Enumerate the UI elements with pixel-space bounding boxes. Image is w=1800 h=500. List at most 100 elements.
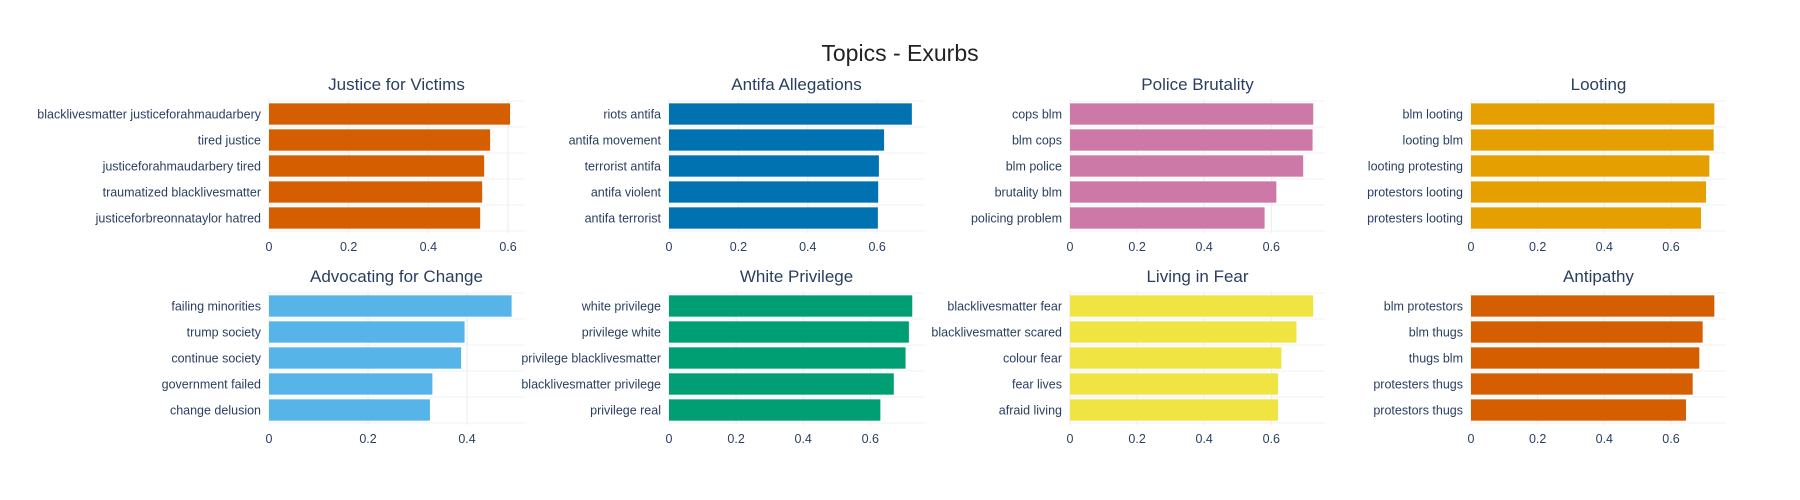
- x-tick-label: 0.4: [1596, 240, 1613, 254]
- x-tick-label: 0: [666, 240, 673, 254]
- bar[interactable]: [1471, 347, 1700, 369]
- bar[interactable]: [1471, 373, 1693, 395]
- x-tick-label: 0.6: [499, 240, 516, 254]
- x-tick-label: 0: [1468, 432, 1475, 446]
- x-tick-label: 0.2: [1128, 432, 1145, 446]
- bar[interactable]: [1070, 347, 1282, 369]
- bar[interactable]: [669, 321, 909, 343]
- subplot-title: Antipathy: [1563, 267, 1634, 286]
- bar[interactable]: [669, 399, 881, 421]
- bar[interactable]: [669, 347, 906, 369]
- subplot-7: Living in Fear blacklivesmatter fear black…: [931, 267, 1325, 446]
- bar[interactable]: [1070, 373, 1279, 395]
- category-label: blacklivesmatter privilege: [521, 378, 661, 392]
- bar[interactable]: [1471, 155, 1710, 177]
- category-label: privilege blacklivesmatter: [521, 352, 661, 366]
- bar[interactable]: [1070, 207, 1265, 229]
- bar[interactable]: [269, 103, 511, 125]
- category-label: white privilege: [581, 300, 661, 314]
- category-label: government failed: [162, 378, 261, 392]
- bar[interactable]: [269, 181, 483, 203]
- category-label: blm police: [1006, 160, 1062, 174]
- bar[interactable]: [1070, 295, 1314, 317]
- bar[interactable]: [1070, 399, 1279, 421]
- x-tick-label: 0.2: [730, 240, 747, 254]
- category-label: blm protestors: [1384, 300, 1463, 314]
- bar[interactable]: [1471, 181, 1706, 203]
- subplot-title: Justice for Victims: [328, 75, 465, 94]
- category-label: protestors looting: [1367, 186, 1463, 200]
- category-label: terrorist antifa: [585, 160, 661, 174]
- subplot-1: Justice for Victims blacklivesmatter just…: [37, 75, 524, 254]
- x-tick-label: 0.4: [420, 240, 437, 254]
- x-tick-label: 0: [266, 432, 273, 446]
- category-label: blm cops: [1012, 134, 1062, 148]
- bar[interactable]: [269, 129, 491, 151]
- category-label: riots antifa: [603, 108, 661, 122]
- bar[interactable]: [269, 399, 430, 421]
- bar[interactable]: [1070, 321, 1297, 343]
- x-tick-label: 0.2: [359, 432, 376, 446]
- bar[interactable]: [1471, 103, 1715, 125]
- x-tick-label: 0.6: [868, 240, 885, 254]
- subplot-title: Police Brutality: [1141, 75, 1254, 94]
- bar[interactable]: [1070, 103, 1314, 125]
- bar[interactable]: [1471, 207, 1701, 229]
- x-tick-label: 0.2: [340, 240, 357, 254]
- bar[interactable]: [1070, 155, 1304, 177]
- category-label: privilege white: [582, 326, 661, 340]
- category-label: blacklivesmatter justiceforahmaudarbery: [37, 108, 261, 122]
- category-label: policing problem: [971, 212, 1062, 226]
- x-tick-label: 0.4: [1196, 432, 1213, 446]
- bar[interactable]: [669, 295, 913, 317]
- bar[interactable]: [669, 103, 912, 125]
- category-label: continue society: [171, 352, 261, 366]
- subplot-6: White Privilege white privilege privilege …: [521, 267, 924, 446]
- bar[interactable]: [669, 129, 885, 151]
- bar[interactable]: [669, 207, 878, 229]
- bar[interactable]: [269, 155, 485, 177]
- category-label: change delusion: [170, 404, 261, 418]
- bar[interactable]: [669, 155, 879, 177]
- category-label: tired justice: [198, 134, 261, 148]
- bar[interactable]: [669, 373, 894, 395]
- category-label: antifa movement: [569, 134, 662, 148]
- category-label: trump society: [187, 326, 262, 340]
- x-tick-label: 0.2: [1529, 240, 1546, 254]
- bar[interactable]: [269, 207, 481, 229]
- category-label: looting protesting: [1368, 160, 1463, 174]
- category-label: protesters thugs: [1373, 378, 1463, 392]
- category-label: failing minorities: [171, 300, 261, 314]
- bar[interactable]: [269, 373, 433, 395]
- subplot-3: Police Brutality cops blm blm cops blm poli…: [971, 75, 1325, 254]
- bar[interactable]: [1070, 181, 1277, 203]
- bar[interactable]: [269, 347, 462, 369]
- bar[interactable]: [1471, 129, 1714, 151]
- subplot-title: Antifa Allegations: [731, 75, 861, 94]
- x-tick-label: 0.2: [1529, 432, 1546, 446]
- category-label: antifa terrorist: [585, 212, 662, 226]
- category-label: blm thugs: [1409, 326, 1463, 340]
- bar[interactable]: [269, 321, 465, 343]
- x-tick-label: 0.4: [799, 240, 816, 254]
- bar[interactable]: [1070, 129, 1313, 151]
- category-label: protestors thugs: [1373, 404, 1463, 418]
- x-tick-label: 0: [266, 240, 273, 254]
- category-label: blacklivesmatter fear: [947, 300, 1062, 314]
- category-label: traumatized blacklivesmatter: [103, 186, 261, 200]
- bar[interactable]: [1471, 321, 1703, 343]
- x-tick-label: 0.6: [1662, 432, 1679, 446]
- x-tick-label: 0.4: [1196, 240, 1213, 254]
- x-tick-label: 0: [666, 432, 673, 446]
- bar[interactable]: [269, 295, 512, 317]
- bar[interactable]: [1471, 399, 1686, 421]
- bar[interactable]: [1471, 295, 1715, 317]
- category-label: cops blm: [1012, 108, 1062, 122]
- bar[interactable]: [669, 181, 879, 203]
- x-tick-label: 0: [1067, 240, 1074, 254]
- category-label: antifa violent: [591, 186, 662, 200]
- category-label: brutality blm: [995, 186, 1062, 200]
- x-tick-label: 0: [1067, 432, 1074, 446]
